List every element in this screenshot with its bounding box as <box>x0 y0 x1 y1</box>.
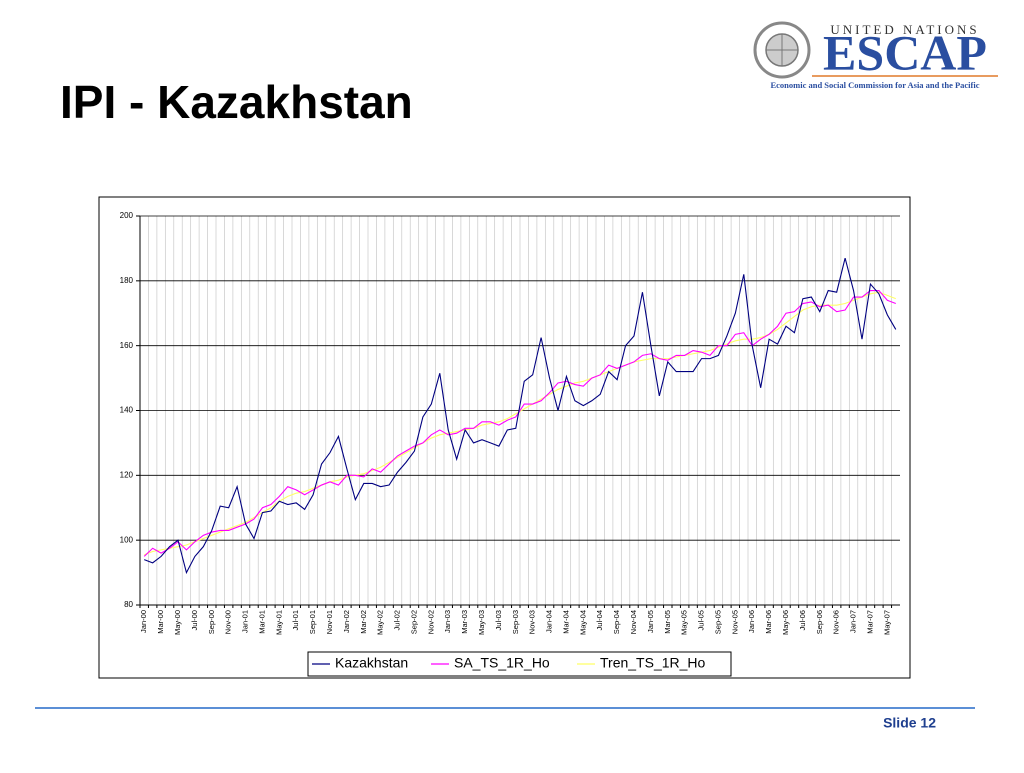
x-tick-label: Jan-06 <box>747 610 756 633</box>
x-tick-label: May-06 <box>781 610 790 635</box>
x-tick-label: Jul-01 <box>291 610 300 630</box>
x-tick-label: Jan-00 <box>139 610 148 633</box>
x-tick-label: May-05 <box>680 610 689 635</box>
x-tick-label: Jul-06 <box>798 610 807 630</box>
x-tick-label: Mar-03 <box>460 610 469 634</box>
x-tick-label: Nov-03 <box>528 610 537 634</box>
x-tick-label: May-02 <box>376 610 385 635</box>
x-tick-label: Mar-02 <box>359 610 368 634</box>
x-tick-label: Jul-02 <box>393 610 402 630</box>
logo: UNITED NATIONS ESCAP Economic and Social… <box>755 22 998 90</box>
x-tick-label: May-01 <box>274 610 283 635</box>
x-tick-label: Jul-05 <box>697 610 706 630</box>
slide-number: Slide 12 <box>883 715 936 731</box>
x-tick-label: Mar-01 <box>257 610 266 634</box>
x-tick-label: Jul-00 <box>190 610 199 630</box>
x-tick-label: Sep-05 <box>713 610 722 634</box>
y-tick-label: 180 <box>120 276 134 285</box>
x-tick-label: Sep-00 <box>207 610 216 634</box>
y-tick-label: 80 <box>124 600 133 609</box>
y-tick-label: 120 <box>120 470 134 479</box>
x-tick-label: Nov-02 <box>426 610 435 634</box>
x-tick-label: Sep-06 <box>815 610 824 634</box>
chart-frame <box>99 197 910 678</box>
x-tick-label: Jul-03 <box>494 610 503 630</box>
x-tick-label: May-04 <box>578 610 587 635</box>
legend-label: Tren_TS_1R_Ho <box>600 655 706 671</box>
x-tick-label: Mar-06 <box>764 610 773 634</box>
y-tick-label: 140 <box>120 406 134 415</box>
x-tick-label: Nov-01 <box>325 610 334 634</box>
y-tick-label: 200 <box>120 211 134 220</box>
x-tick-label: Jan-02 <box>342 610 351 633</box>
x-tick-label: Jan-03 <box>443 610 452 633</box>
x-tick-label: May-03 <box>477 610 486 635</box>
x-tick-label: Sep-01 <box>308 610 317 634</box>
x-tick-label: Sep-03 <box>511 610 520 634</box>
x-tick-label: Mar-04 <box>561 610 570 634</box>
logo-name: ESCAP <box>823 24 987 80</box>
x-tick-label: Mar-05 <box>663 610 672 634</box>
x-tick-label: Sep-04 <box>612 610 621 634</box>
x-tick-label: Nov-05 <box>730 610 739 634</box>
x-tick-label: Mar-00 <box>156 610 165 634</box>
y-tick-label: 160 <box>120 341 134 350</box>
x-tick-label: Jan-07 <box>849 610 858 633</box>
x-tick-label: Jul-04 <box>595 610 604 630</box>
logo-subtitle: Economic and Social Commission for Asia … <box>770 80 979 90</box>
x-tick-label: Mar-07 <box>865 610 874 634</box>
x-tick-label: Nov-00 <box>224 610 233 634</box>
x-tick-label: May-00 <box>173 610 182 635</box>
x-tick-label: Jan-04 <box>545 610 554 633</box>
x-tick-label: May-07 <box>882 610 891 635</box>
y-tick-label: 100 <box>120 535 134 544</box>
legend-label: SA_TS_1R_Ho <box>454 655 550 671</box>
legend-label: Kazakhstan <box>335 655 408 671</box>
slide-title: IPI - Kazakhstan <box>60 76 413 128</box>
x-tick-label: Nov-06 <box>832 610 841 634</box>
x-tick-label: Jan-01 <box>241 610 250 633</box>
x-tick-label: Jan-05 <box>646 610 655 633</box>
x-tick-label: Nov-04 <box>629 610 638 634</box>
x-tick-label: Sep-02 <box>409 610 418 634</box>
